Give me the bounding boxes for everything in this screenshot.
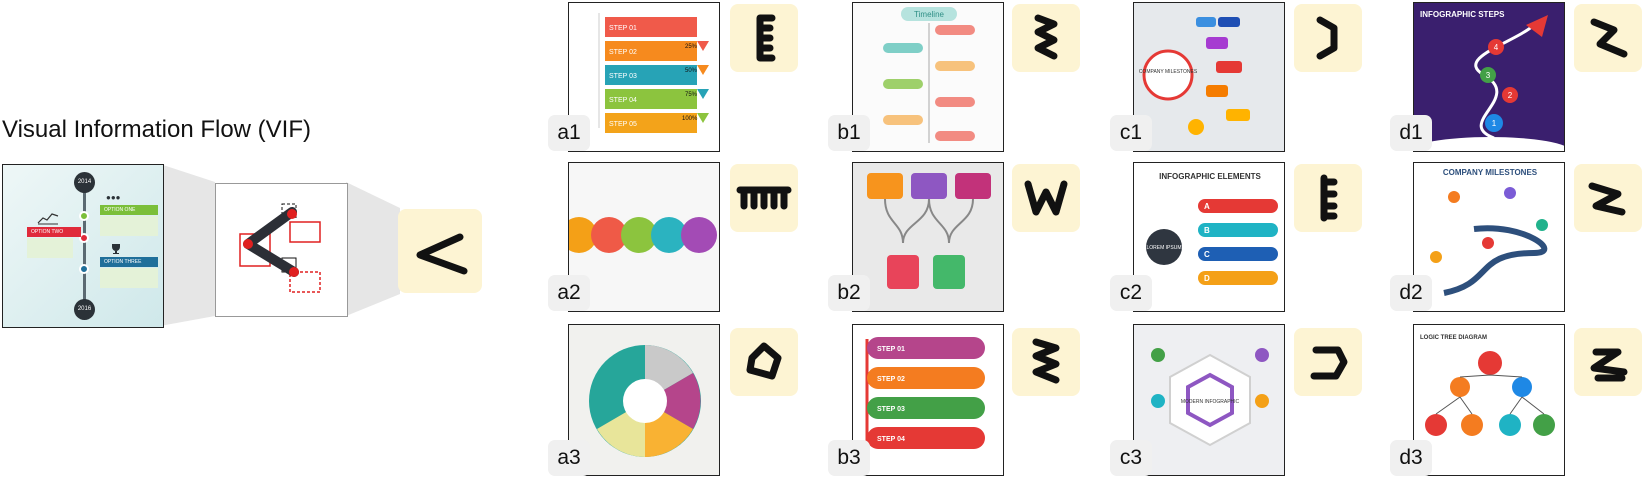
label-d1: d1 xyxy=(1390,115,1432,151)
glyph-a1 xyxy=(730,4,798,72)
glyph-d2 xyxy=(1574,164,1642,232)
b3-step-1: STEP 01 xyxy=(877,346,905,353)
year-bottom: 2016 xyxy=(74,299,95,320)
glyph-b1 xyxy=(1012,4,1080,72)
b3-step-2: STEP 02 xyxy=(877,376,905,383)
c2-item-c: C xyxy=(1204,250,1210,259)
thumbnail-b2[interactable] xyxy=(852,162,1004,312)
thumbnail-d2[interactable]: COMPANY MILESTONES xyxy=(1413,162,1565,312)
year-top: 2014 xyxy=(74,172,95,193)
trophy-icon xyxy=(112,244,120,254)
label-c2: c2 xyxy=(1110,275,1152,311)
c2-lorem: LOREM IPSUM xyxy=(1146,245,1181,251)
c2-item-a: A xyxy=(1204,202,1210,211)
glyph-d3 xyxy=(1574,328,1642,396)
timeline-dot-green xyxy=(79,211,89,221)
label-a2: a2 xyxy=(548,275,590,311)
chart-icon xyxy=(37,213,59,225)
glyph-b2 xyxy=(1012,164,1080,232)
b3-step-3: STEP 03 xyxy=(877,406,905,413)
label-a3: a3 xyxy=(548,440,590,476)
flow-diagram xyxy=(239,203,321,293)
a1-pct-3: 75% xyxy=(685,92,698,98)
d1-title: INFOGRAPHIC STEPS xyxy=(1420,10,1505,19)
c2-item-b: B xyxy=(1204,226,1210,235)
option-two-card: OPTION TWO xyxy=(27,227,81,237)
people-icon: ●●● xyxy=(106,193,121,202)
d1-step-1: 1 xyxy=(1492,119,1497,128)
option-three-card: OPTION THREE xyxy=(100,257,158,267)
glyph-a2 xyxy=(730,164,798,232)
b1-title: Timeline xyxy=(914,10,944,19)
glyph-c3 xyxy=(1294,328,1362,396)
label-b2: b2 xyxy=(828,275,870,311)
d2-title: COMPANY MILESTONES xyxy=(1443,168,1538,177)
timeline-dot-blue xyxy=(79,264,89,274)
d1-step-3: 3 xyxy=(1486,71,1491,80)
thumbnail-c1[interactable]: COMPANY MILESTONES xyxy=(1133,2,1285,152)
a1-step-1: STEP 01 xyxy=(609,25,637,32)
vif-glyph-tile xyxy=(398,209,482,293)
glyph-c2 xyxy=(1294,164,1362,232)
b3-step-4: STEP 04 xyxy=(877,436,905,443)
label-b3: b3 xyxy=(828,440,870,476)
thumbnail-d3[interactable]: LOGIC TREE DIAGRAM xyxy=(1413,324,1565,476)
zoom-funnel xyxy=(160,164,400,326)
label-d3: d3 xyxy=(1390,440,1432,476)
a1-step-2: STEP 02 xyxy=(609,49,637,56)
label-d2: d2 xyxy=(1390,275,1432,311)
label-c3: c3 xyxy=(1110,440,1152,476)
d1-step-4: 4 xyxy=(1494,43,1499,52)
vif-heading: Visual Information Flow (VIF) xyxy=(2,116,311,143)
a1-step-4: STEP 04 xyxy=(609,97,637,104)
glyph-d1 xyxy=(1574,4,1642,72)
a1-pct-4: 100% xyxy=(682,116,698,122)
glyph-c1 xyxy=(1294,4,1362,72)
timeline-dot-red xyxy=(79,233,89,243)
glyph-a3 xyxy=(730,328,798,396)
c2-title: INFOGRAPHIC ELEMENTS xyxy=(1159,172,1261,181)
example-infographic: 2014 OPTION ONE ●●● OPTION TWO OPTION TH… xyxy=(2,164,164,328)
d3-title: LOGIC TREE DIAGRAM xyxy=(1420,335,1487,341)
label-b1: b1 xyxy=(828,115,870,151)
thumbnail-a2[interactable] xyxy=(568,162,720,312)
thumbnail-a3[interactable] xyxy=(568,324,720,476)
glyph-b3 xyxy=(1012,328,1080,396)
thumbnail-d1[interactable]: INFOGRAPHIC STEPS 1 2 3 4 xyxy=(1413,2,1565,152)
a1-step-3: STEP 03 xyxy=(609,73,637,80)
option-one-card: OPTION ONE xyxy=(100,205,158,215)
thumbnail-c3[interactable]: MODERN INFOGRAPHIC xyxy=(1133,324,1285,476)
vif-abstraction xyxy=(215,183,348,317)
label-a1: a1 xyxy=(548,115,590,151)
thumbnail-b3[interactable]: STEP 01 STEP 02 STEP 03 STEP 04 xyxy=(852,324,1004,476)
thumbnail-c2[interactable]: INFOGRAPHIC ELEMENTS LOREM IPSUM A B C D xyxy=(1133,162,1285,312)
thumbnail-a1[interactable]: STEP 01 STEP 02 STEP 03 STEP 04 STEP 05 … xyxy=(568,2,720,152)
d1-step-2: 2 xyxy=(1508,91,1513,100)
thumbnail-b1[interactable]: Timeline xyxy=(852,2,1004,152)
c1-center: COMPANY MILESTONES xyxy=(1139,69,1198,75)
c2-item-d: D xyxy=(1204,274,1210,283)
c3-center: MODERN INFOGRAPHIC xyxy=(1181,399,1240,405)
label-c1: c1 xyxy=(1110,115,1152,151)
a1-pct-2: 50% xyxy=(685,68,698,74)
a1-step-5: STEP 05 xyxy=(609,121,637,128)
a1-pct-1: 25% xyxy=(685,44,698,50)
